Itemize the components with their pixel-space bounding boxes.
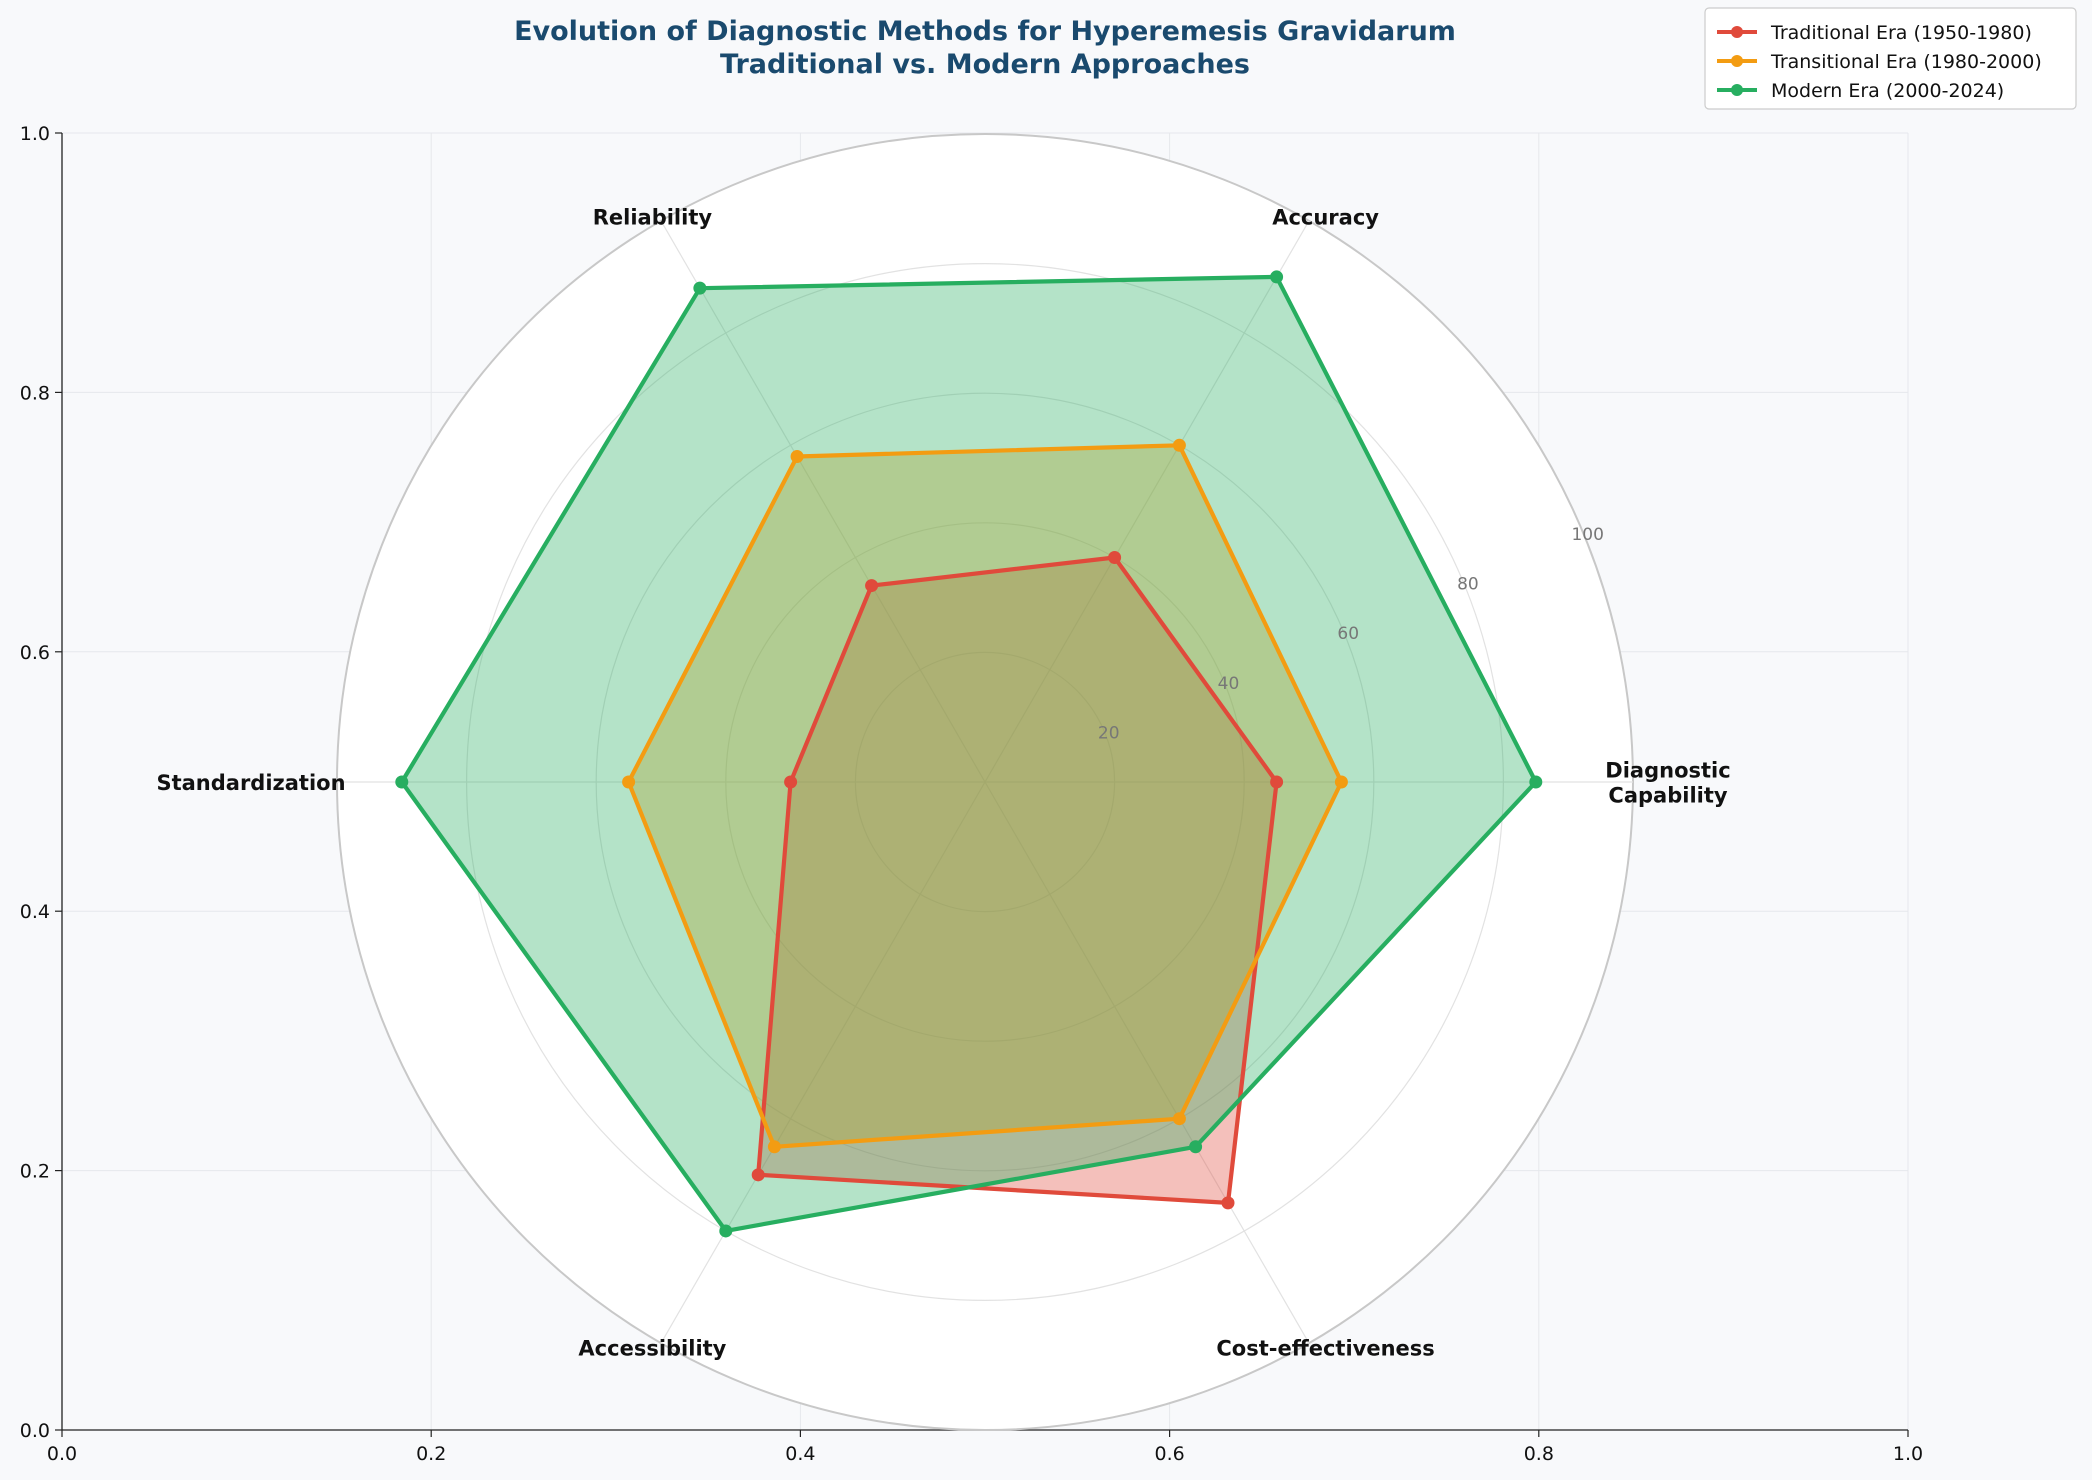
series-area (628, 445, 1342, 1147)
x-tick-label: 0.8 (1524, 1443, 1554, 1465)
data-point (1270, 775, 1284, 789)
axis-label: Reliability (593, 205, 713, 229)
cartesian-axes: 0.00.0 0.2 0.2 0.4 0.4 0.6 0.6 0.8 0.8 1.0 1.0 (20, 123, 1923, 1465)
x-tick-label: 0.4 (785, 1443, 815, 1465)
legend-frame (1704, 7, 2077, 110)
spoke-line (984, 220, 1310, 783)
data-point (1172, 1112, 1186, 1126)
legend-swatch-marker (1731, 26, 1743, 38)
spoke-line (660, 220, 986, 783)
data-point (1221, 1196, 1235, 1210)
data-point (790, 450, 804, 464)
y-tick-label: 0.6 (20, 642, 50, 664)
x-tick-label: 0.2 (416, 1443, 446, 1465)
legend-entry: Modern Era (2000-2024) (1771, 80, 2004, 102)
radial-tick-label: 60 (1337, 624, 1359, 644)
y-tick-label: 1.0 (20, 123, 50, 145)
x-tick-label: 0.6 (1154, 1443, 1184, 1465)
axis-labels: Diagnostic Capability Accuracy Reliability S… (156, 205, 1730, 1360)
legend-swatch-marker (1731, 84, 1743, 96)
axis-label-line: Accessibility (578, 1337, 726, 1361)
x-tick-label: 0.0 (47, 1443, 77, 1465)
legend-entry: Traditional Era (1950-1980) (1770, 22, 2032, 44)
axis-label: Cost-effectiveness (1216, 1337, 1434, 1361)
data-point (1189, 1140, 1203, 1154)
radial-tick-label: 100 (1571, 525, 1603, 545)
data-point (1270, 270, 1284, 284)
spoke-line (660, 781, 986, 1344)
data-point (1334, 775, 1348, 789)
data-point (719, 1224, 733, 1238)
axis-label: Accuracy (1272, 205, 1379, 229)
data-point (395, 775, 409, 789)
radial-tick-label: 20 (1098, 723, 1120, 743)
axis-label-line: Cost-effectiveness (1216, 1337, 1434, 1361)
series-area (758, 557, 1277, 1203)
legend: Traditional Era (1950-1980) Transitional … (1704, 7, 2077, 110)
data-point (1108, 551, 1122, 565)
y-tick-label: 0.8 (20, 382, 50, 404)
chart-subtitle: Traditional vs. Modern Approaches (720, 49, 1250, 80)
chart-title: Evolution of Diagnostic Methods for Hype… (514, 16, 1456, 47)
spoke-line (984, 781, 1310, 1344)
y-tick-label: 0.2 (20, 1161, 50, 1183)
axis-label: Accessibility (578, 1337, 726, 1361)
axis-label-line: Diagnostic (1605, 759, 1730, 783)
polar-background (336, 133, 1634, 1431)
radial-tick-label: 40 (1218, 674, 1240, 694)
y-tick-label: 0.4 (20, 901, 50, 923)
axis-label: Diagnostic Capability (1605, 759, 1730, 808)
axis-label-line: Accuracy (1272, 205, 1379, 229)
data-point (751, 1168, 765, 1182)
axis-label-line: Reliability (593, 205, 713, 229)
radial-tick-label: 80 (1457, 575, 1479, 595)
axis-label: Standardization (156, 771, 345, 795)
axis-label-line: Capability (1608, 784, 1727, 808)
data-point (784, 775, 798, 789)
series-layer: 20 40 60 80 100 (395, 270, 1604, 1238)
data-point (693, 281, 707, 295)
data-point (1529, 775, 1543, 789)
axis-label-line: Standardization (156, 771, 345, 795)
data-point (1172, 438, 1186, 452)
data-point (767, 1140, 781, 1154)
legend-entry: Transitional Era (1980-2000) (1770, 51, 2042, 73)
y-tick-label: 0.0 (20, 1420, 50, 1442)
data-point (622, 775, 636, 789)
data-point (865, 579, 879, 593)
x-tick-label: 1.0 (1893, 1443, 1923, 1465)
legend-swatch-marker (1731, 55, 1743, 67)
